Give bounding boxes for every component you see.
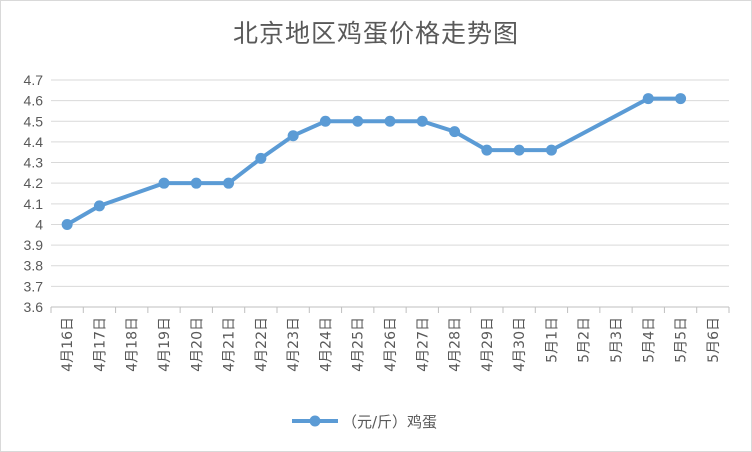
y-tick-label: 4.4 <box>24 134 44 150</box>
x-axis: 4月16日 4月17日 4月18日 4月19日 4月20日 4月21日 4月22日 4月23日… <box>50 307 730 372</box>
x-tick-label: 5月5日 <box>674 317 690 363</box>
x-tick-label: 5月1日 <box>544 317 560 363</box>
data-point <box>513 144 525 156</box>
legend-marker <box>309 415 321 427</box>
y-tick-label: 4.1 <box>24 196 44 212</box>
data-point <box>158 177 170 189</box>
x-tick-label: 4月23日 <box>286 317 302 372</box>
data-point <box>287 130 299 142</box>
x-tick-label: 4月26日 <box>383 317 399 372</box>
y-tick-label: 4.7 <box>24 72 44 88</box>
legend: （元/斤）鸡蛋 <box>292 413 437 431</box>
x-tick-label: 5月3日 <box>609 317 625 363</box>
y-axis: 3.6 3.7 3.8 3.9 4 4.1 4.2 4.3 4.4 4.5 4.6 4.7 <box>24 72 44 315</box>
legend-label: （元/斤）鸡蛋 <box>342 413 437 431</box>
data-point <box>93 200 105 212</box>
x-tick-label: 4月16日 <box>60 317 76 372</box>
x-tick-label: 5月6日 <box>706 317 722 363</box>
chart-title: 北京地区鸡蛋价格走势图 <box>232 19 519 48</box>
x-tick-label: 4月21日 <box>222 317 238 372</box>
y-tick-label: 4.3 <box>24 155 44 171</box>
y-tick-label: 4.5 <box>24 113 44 129</box>
x-tick-label: 5月2日 <box>577 317 593 363</box>
y-tick-label: 3.7 <box>24 278 44 294</box>
data-point <box>190 177 202 189</box>
y-tick-label: 4 <box>35 216 43 232</box>
data-point <box>449 126 461 138</box>
data-point <box>642 93 654 105</box>
x-tick-label: 4月17日 <box>92 317 108 372</box>
x-tick-label: 4月28日 <box>448 317 464 372</box>
data-point <box>675 93 687 105</box>
x-tick-label: 4月25日 <box>351 317 367 372</box>
data-point <box>416 115 428 127</box>
data-point <box>481 144 493 156</box>
y-tick-label: 3.9 <box>24 237 44 253</box>
x-tick-label: 5月4日 <box>641 317 657 363</box>
x-tick-label: 4月22日 <box>254 317 270 372</box>
series-layer <box>61 93 687 230</box>
x-tick-label: 4月20日 <box>189 317 205 372</box>
x-tick-label: 4月29日 <box>480 317 496 372</box>
y-tick-label: 4.2 <box>24 175 44 191</box>
gridlines <box>51 79 729 308</box>
x-tick-label: 4月30日 <box>512 317 528 372</box>
data-point <box>384 115 396 127</box>
data-point <box>223 177 235 189</box>
series-line <box>65 96 683 227</box>
data-point <box>352 115 364 127</box>
x-tick-label: 4月18日 <box>125 317 141 372</box>
data-point <box>255 152 267 164</box>
data-point <box>61 218 73 230</box>
data-point <box>545 144 557 156</box>
x-tick-label: 4月27日 <box>415 317 431 372</box>
x-tick-label: 4月24日 <box>318 317 334 372</box>
y-tick-label: 4.6 <box>24 93 44 109</box>
y-tick-label: 3.8 <box>24 258 44 274</box>
data-point <box>319 115 331 127</box>
y-tick-label: 3.6 <box>24 299 44 315</box>
x-tick-label: 4月19日 <box>157 317 173 372</box>
